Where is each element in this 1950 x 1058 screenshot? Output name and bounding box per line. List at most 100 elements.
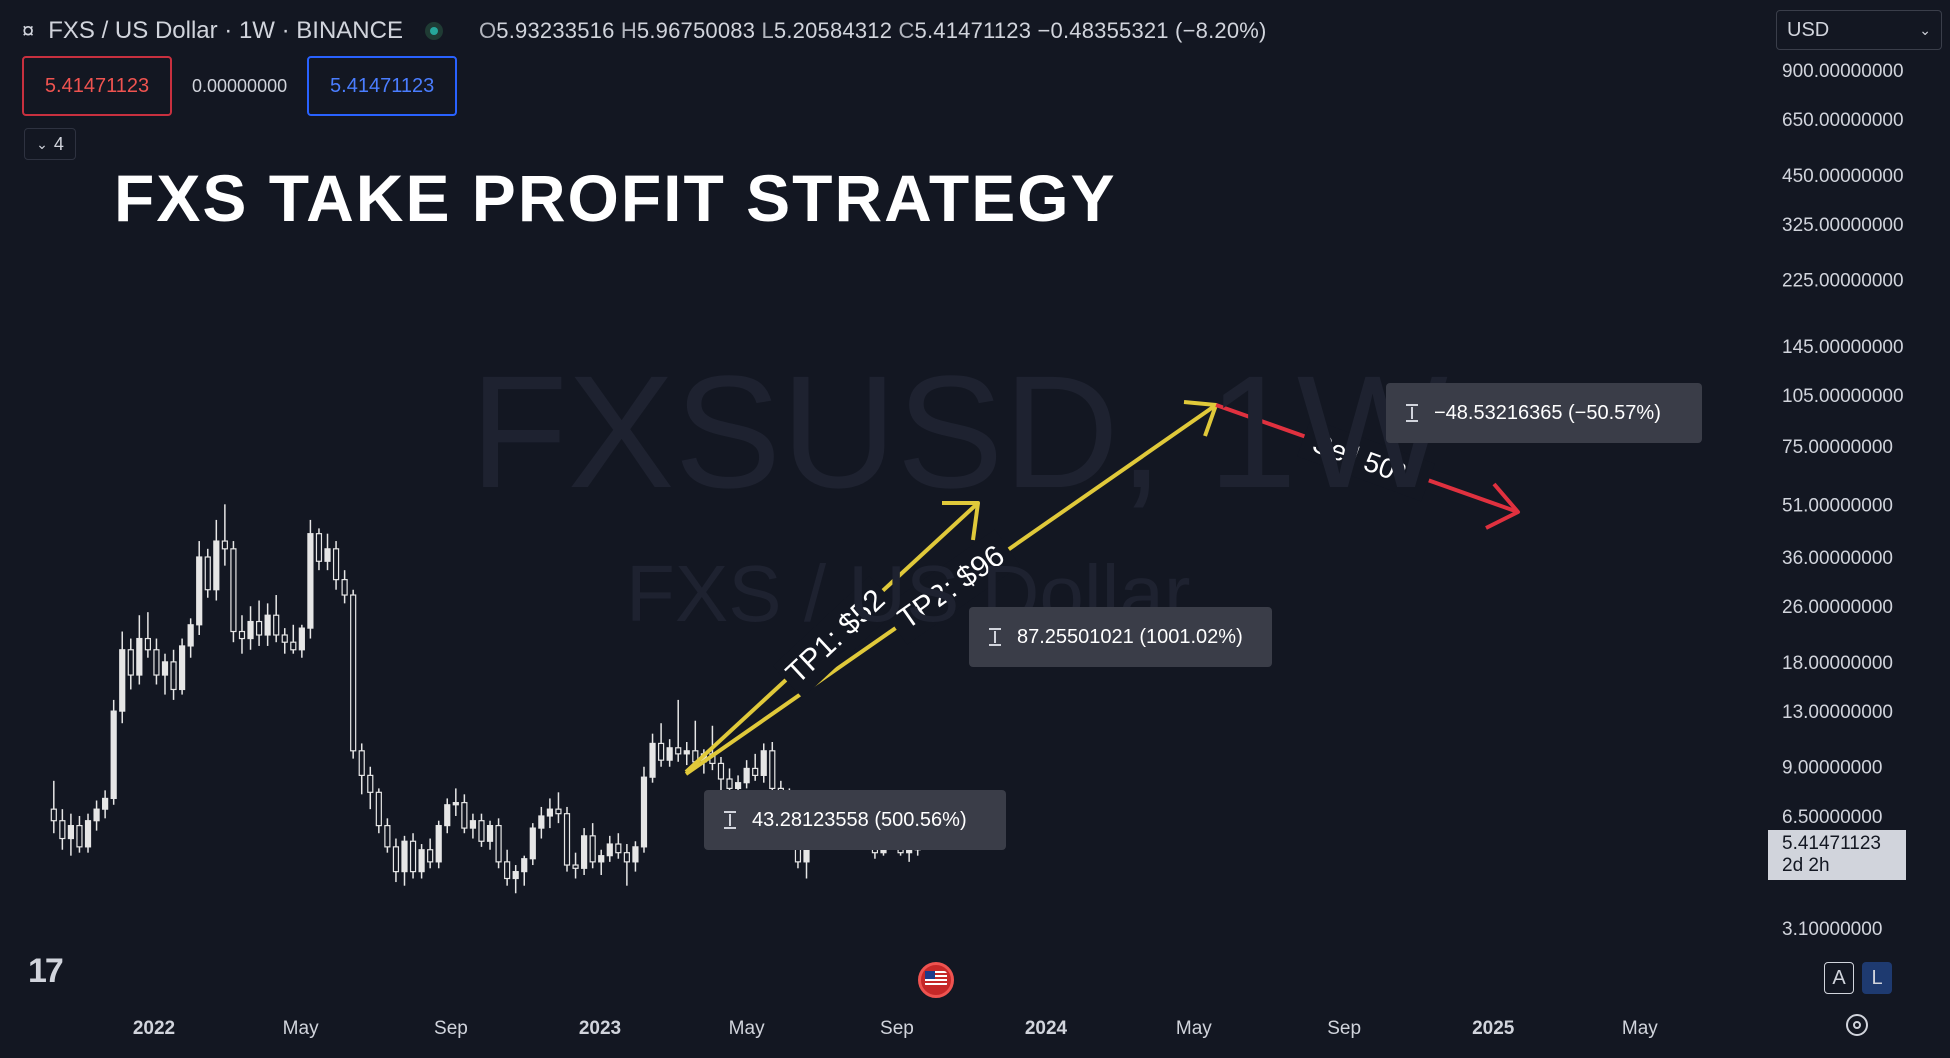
- annotation-arrows: [684, 400, 1520, 776]
- time-tick-label: 2023: [579, 1018, 621, 1039]
- candle-up: [247, 620, 254, 640]
- candle-up: [469, 820, 477, 829]
- candle-up: [307, 533, 314, 629]
- candle-up: [119, 649, 126, 712]
- time-tick-label: 2024: [1025, 1018, 1068, 1039]
- order-panel: 5.41471123 0.00000000 5.41471123: [22, 56, 458, 116]
- log-scale-button[interactable]: L: [1862, 962, 1892, 994]
- time-tick-label: May: [283, 1018, 319, 1039]
- price-tick-label: 900.00000000: [1782, 61, 1904, 82]
- candle-down: [504, 861, 511, 880]
- candle-down: [59, 820, 66, 840]
- candle-down: [341, 579, 348, 596]
- candle-down: [555, 808, 562, 815]
- currency-select[interactable]: USD ⌄: [1776, 10, 1942, 50]
- high-label: H: [620, 18, 637, 43]
- market-status-icon[interactable]: [424, 22, 443, 40]
- us-flag-icon[interactable]: [918, 962, 954, 998]
- candle-up: [632, 846, 639, 863]
- candle-down: [375, 791, 382, 827]
- measure-text: 43.28123558 (500.56%): [752, 808, 967, 831]
- candle-up: [213, 540, 220, 591]
- candle-up: [743, 767, 750, 784]
- candle-down: [427, 849, 434, 863]
- spread-value: 0.00000000: [192, 75, 288, 96]
- candle-up: [538, 815, 545, 829]
- time-tick-label: May: [1622, 1018, 1658, 1039]
- tp1-label-bg: [772, 575, 900, 699]
- candle-up: [298, 627, 305, 651]
- ohlc-values: O5.93233516 H5.96750083 L5.20584312 C5.4…: [479, 18, 1267, 44]
- candle-up: [486, 824, 494, 842]
- candle-down: [358, 750, 365, 776]
- candle-down: [726, 778, 733, 789]
- candle-up: [187, 624, 194, 647]
- measure-text: 87.25501021 (1001.02%): [1017, 625, 1243, 648]
- candle-down: [170, 661, 177, 691]
- candle-down: [273, 614, 280, 636]
- candle-down: [332, 548, 340, 581]
- chevron-down-icon: ⌄: [1919, 21, 1931, 38]
- candle-up: [110, 710, 117, 800]
- candle-down: [572, 864, 579, 869]
- time-tick-label: 2022: [133, 1018, 175, 1039]
- candle-down: [769, 750, 776, 789]
- candle-up: [136, 637, 143, 676]
- candle-up: [906, 849, 913, 854]
- candle-up: [102, 797, 109, 810]
- tradingview-logo-icon[interactable]: 17: [28, 952, 64, 990]
- gear-icon[interactable]: [1846, 1014, 1868, 1036]
- price-tick-label: 13.00000000: [1782, 702, 1893, 723]
- price-tick-label: 145.00000000: [1782, 337, 1904, 358]
- candle-down: [255, 620, 263, 636]
- candle-up: [581, 835, 588, 869]
- candle-down: [657, 742, 665, 761]
- currency-sign-icon: ¤: [22, 18, 35, 43]
- current-price: 5.41471123: [1782, 833, 1881, 854]
- symbol-header: ¤ FXS / US Dollar · 1W · BINANCE O5.9323…: [22, 14, 1267, 48]
- price-tick-label: 75.00000000: [1782, 437, 1893, 458]
- candle-up: [264, 614, 271, 636]
- candle-up: [760, 750, 767, 776]
- candle-down: [76, 824, 83, 848]
- candle-up: [67, 824, 75, 840]
- price-tick-label: 6.50000000: [1782, 807, 1882, 828]
- candle-down: [623, 852, 630, 863]
- time-axis[interactable]: 2022 May Sep 2023 May Sep 2024 May Sep 2025 May: [133, 1018, 1658, 1039]
- measure-box-tp1[interactable]: 43.28123558 (500.56%): [704, 790, 1006, 850]
- tp2-label-bg: [881, 529, 1021, 645]
- currency-value: USD: [1787, 18, 1830, 41]
- price-tick-label: 3.10000000: [1782, 919, 1882, 940]
- candle-down: [675, 747, 682, 755]
- annotation-title: FXS TAKE PROFIT STRATEGY: [114, 161, 1117, 235]
- open-label: O: [478, 18, 497, 43]
- auto-scale-button[interactable]: A: [1824, 962, 1854, 994]
- indicators-toggle[interactable]: ⌄ 4: [24, 128, 76, 160]
- time-tick-label: May: [729, 1018, 765, 1039]
- measure-box-tp2[interactable]: 87.25501021 (1001.02%): [969, 607, 1272, 667]
- symbol-watermark: FXSUSD, 1W: [470, 342, 1448, 521]
- tp1-arrow-head: [942, 501, 980, 541]
- candle-up: [546, 808, 554, 817]
- candle-up: [418, 849, 425, 873]
- measure-icon: [989, 628, 1001, 646]
- candle-up: [649, 742, 656, 778]
- price-axis[interactable]: 900.00000000 650.00000000 450.00000000 325.…: [1782, 61, 1904, 940]
- high-value: 5.96750083: [636, 18, 756, 43]
- candle-up: [84, 820, 92, 848]
- sell-arrow-head: [1485, 482, 1520, 530]
- candle-up: [161, 661, 169, 676]
- candle-down: [478, 820, 485, 842]
- indicators-count: 4: [53, 133, 64, 154]
- buy-button[interactable]: 5.41471123: [307, 56, 458, 116]
- measure-icon: [724, 811, 736, 829]
- candle-down: [367, 774, 374, 793]
- symbol-title[interactable]: FXS / US Dollar · 1W · BINANCE: [48, 17, 403, 44]
- candle-up: [521, 858, 528, 873]
- candle-up: [606, 843, 613, 857]
- measure-box-sell[interactable]: −48.53216365 (−50.57%): [1386, 383, 1702, 443]
- price-tick-label: 9.00000000: [1782, 758, 1882, 779]
- sell-button[interactable]: 5.41471123: [22, 56, 172, 116]
- price-tick-label: 18.00000000: [1782, 653, 1893, 674]
